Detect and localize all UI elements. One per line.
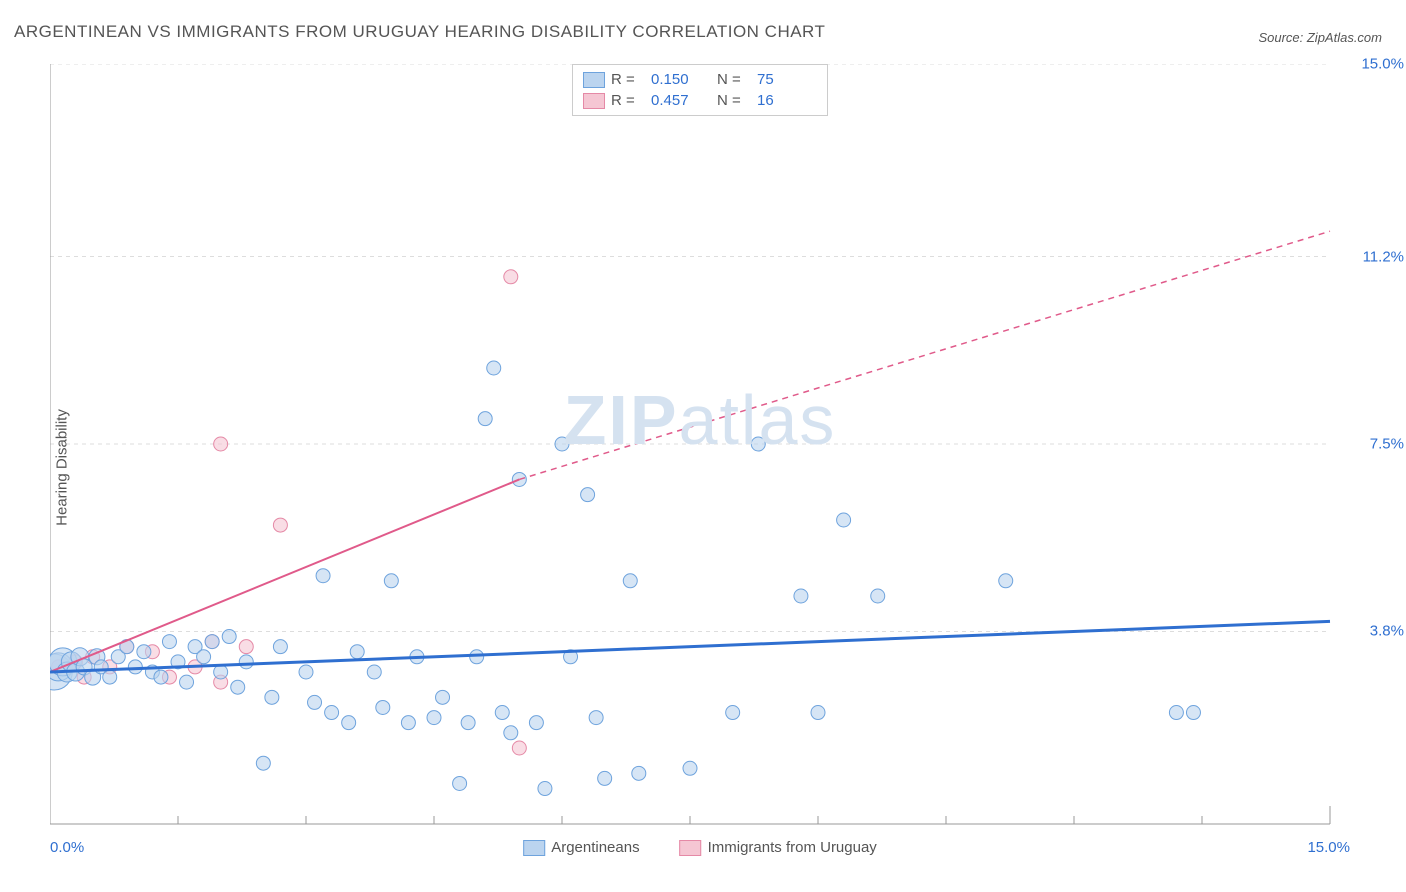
legend-row-series2: R = 0.457 N = 16 — [583, 90, 817, 111]
y-tick-label: 11.2% — [1363, 248, 1404, 265]
source-label: Source: — [1258, 30, 1306, 45]
legend-name-1: Argentineans — [551, 839, 639, 856]
legend-swatch-b2 — [680, 840, 702, 856]
legend-row-series1: R = 0.150 N = 75 — [583, 69, 817, 90]
x-axis-min-label: 0.0% — [50, 839, 84, 856]
x-axis-max-label: 15.0% — [1307, 839, 1350, 856]
legend-correlation-box: R = 0.150 N = 75 R = 0.457 N = 16 — [572, 64, 828, 116]
y-tick-label: 15.0% — [1361, 56, 1404, 73]
legend-item-series2: Immigrants from Uruguay — [680, 839, 877, 856]
chart-svg — [50, 64, 1350, 854]
legend-series-names: Argentineans Immigrants from Uruguay — [523, 839, 877, 856]
legend-n-value-2: 16 — [757, 92, 817, 109]
legend-n-value-1: 75 — [757, 71, 817, 88]
legend-item-series1: Argentineans — [523, 839, 639, 856]
legend-swatch-b1 — [523, 840, 545, 856]
chart-title: ARGENTINEAN VS IMMIGRANTS FROM URUGUAY H… — [14, 22, 825, 42]
source-value: ZipAtlas.com — [1307, 30, 1382, 45]
legend-swatch-series1 — [583, 72, 605, 88]
legend-r-value-2: 0.457 — [651, 92, 711, 109]
legend-name-2: Immigrants from Uruguay — [708, 839, 877, 856]
scatter-plot: Hearing Disability ZIPatlas R = 0.150 N … — [50, 64, 1350, 854]
y-tick-label: 7.5% — [1370, 436, 1404, 453]
legend-n-label-2: N = — [717, 92, 751, 109]
legend-r-label-1: R = — [611, 71, 645, 88]
source-credit: Source: ZipAtlas.com — [1258, 30, 1382, 45]
legend-n-label-1: N = — [717, 71, 751, 88]
legend-r-value-1: 0.150 — [651, 71, 711, 88]
legend-r-label-2: R = — [611, 92, 645, 109]
y-tick-label: 3.8% — [1370, 623, 1404, 640]
legend-swatch-series2 — [583, 93, 605, 109]
y-axis-label: Hearing Disability — [54, 409, 71, 526]
